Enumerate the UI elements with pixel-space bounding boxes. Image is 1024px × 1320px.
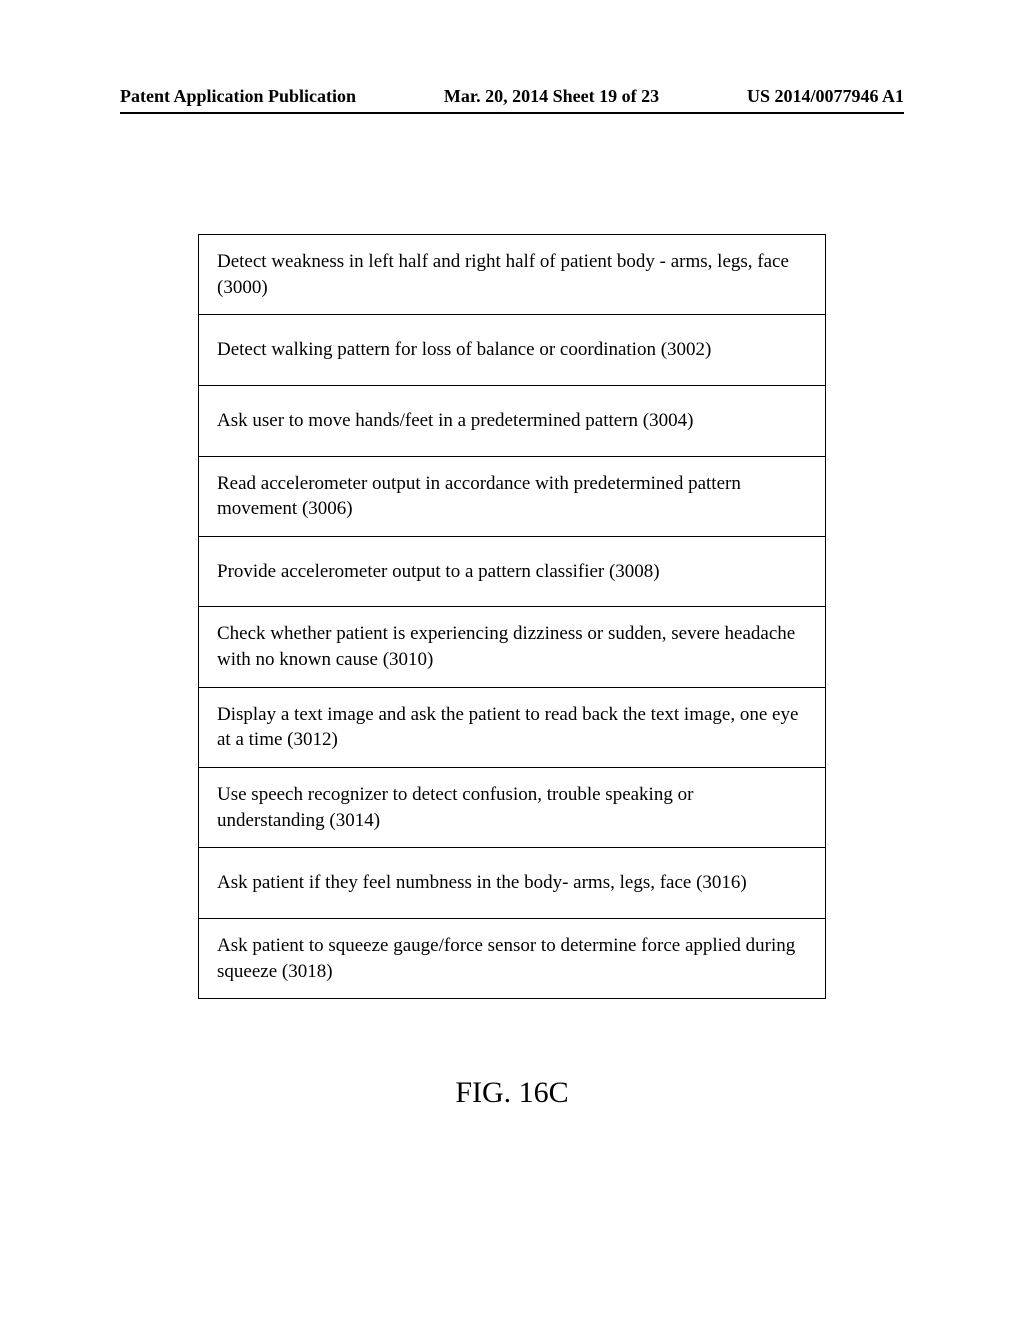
header-pub-number: US 2014/0077946 A1 [747,86,904,107]
step-3018: Ask patient to squeeze gauge/force senso… [199,919,825,998]
step-3012: Display a text image and ask the patient… [199,688,825,768]
header-publication: Patent Application Publication [120,86,356,107]
figure-label: FIG. 16C [0,1076,1024,1110]
step-3016: Ask patient if they feel numbness in the… [199,848,825,919]
step-3008: Provide accelerometer output to a patter… [199,537,825,608]
flowchart-container: Detect weakness in left half and right h… [198,234,826,999]
step-3014: Use speech recognizer to detect confusio… [199,768,825,848]
page-header: Patent Application Publication Mar. 20, … [120,86,904,107]
step-3002: Detect walking pattern for loss of balan… [199,315,825,386]
step-3000: Detect weakness in left half and right h… [199,235,825,315]
step-3010: Check whether patient is experiencing di… [199,607,825,687]
header-divider [120,112,904,114]
step-3004: Ask user to move hands/feet in a predete… [199,386,825,457]
step-3006: Read accelerometer output in accordance … [199,457,825,537]
header-date-sheet: Mar. 20, 2014 Sheet 19 of 23 [444,86,659,107]
